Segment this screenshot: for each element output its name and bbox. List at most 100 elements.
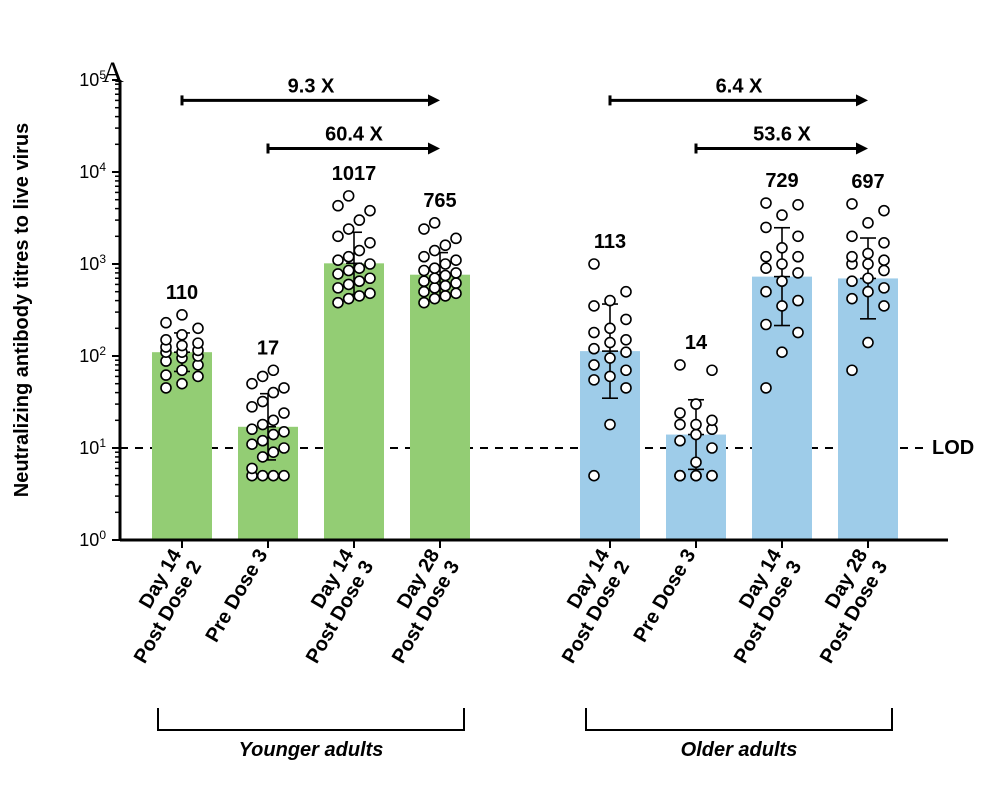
data-point (847, 276, 857, 286)
group-label-younger: Younger adults (239, 739, 384, 761)
data-point (777, 243, 787, 253)
data-point (354, 291, 364, 301)
fold-label: 53.6 X (753, 124, 811, 146)
arrowhead (856, 143, 868, 155)
data-point (589, 301, 599, 311)
data-point (419, 224, 429, 234)
data-point (333, 255, 343, 265)
data-point (589, 259, 599, 269)
data-point (430, 283, 440, 293)
data-point (440, 240, 450, 250)
data-point (847, 199, 857, 209)
data-point (675, 360, 685, 370)
data-point (177, 330, 187, 340)
x-tick-label-o1: Day 14Post Dose 2 (538, 545, 635, 667)
data-point (177, 365, 187, 375)
bar-geomean-label-y2: 17 (257, 337, 279, 359)
data-point (268, 430, 278, 440)
bar-geomean-label-y3: 1017 (332, 163, 377, 185)
data-point (621, 335, 631, 345)
group-label-older: Older adults (681, 739, 798, 761)
data-point (451, 268, 461, 278)
data-point (621, 347, 631, 357)
group-bracket-younger (158, 708, 464, 730)
arrowhead (428, 143, 440, 155)
data-point (268, 388, 278, 398)
data-point (691, 420, 701, 430)
data-point (589, 344, 599, 354)
data-point (621, 287, 631, 297)
data-point (247, 463, 257, 473)
data-point (333, 231, 343, 241)
data-point (440, 281, 450, 291)
data-point (589, 328, 599, 338)
data-point (451, 288, 461, 298)
data-point (863, 338, 873, 348)
data-point (879, 255, 889, 265)
data-point (847, 231, 857, 241)
group-bracket-older (586, 708, 892, 730)
data-point (847, 252, 857, 262)
data-point (691, 430, 701, 440)
x-tick-label-o3: Day 14Post Dose 3 (710, 545, 807, 667)
fold-label: 9.3 X (288, 75, 335, 97)
data-point (419, 252, 429, 262)
data-point (419, 265, 429, 275)
data-point (333, 298, 343, 308)
data-point (691, 471, 701, 481)
data-point (605, 338, 615, 348)
data-point (419, 298, 429, 308)
data-point (707, 365, 717, 375)
data-point (793, 231, 803, 241)
svg-text:Day 28Post Dose 3: Day 28Post Dose 3 (796, 546, 892, 668)
data-point (365, 273, 375, 283)
bar-geomean-label-o3: 729 (765, 170, 798, 192)
arrowhead (428, 94, 440, 106)
data-point (863, 218, 873, 228)
data-point (177, 379, 187, 389)
svg-text:Pre Dose 3: Pre Dose 3 (630, 546, 701, 647)
bar-geomean-label-o2: 14 (685, 332, 708, 354)
data-point (247, 424, 257, 434)
y-tick-label: 100 (79, 528, 106, 550)
svg-text:Day 14Post Dose 2: Day 14Post Dose 2 (538, 545, 635, 667)
data-point (161, 335, 171, 345)
data-point (675, 436, 685, 446)
y-tick-label: 102 (79, 344, 106, 366)
data-point (354, 276, 364, 286)
data-point (440, 270, 450, 280)
data-point (354, 246, 364, 256)
bar-geomean-label-y4: 765 (423, 190, 456, 212)
data-point (279, 471, 289, 481)
lod-label: LOD (932, 437, 974, 459)
data-point (605, 353, 615, 363)
data-point (777, 259, 787, 269)
svg-text:Day 14Post Dose 3: Day 14Post Dose 3 (282, 545, 379, 667)
data-point (863, 287, 873, 297)
data-point (365, 259, 375, 269)
data-point (247, 402, 257, 412)
data-point (193, 323, 203, 333)
data-point (863, 259, 873, 269)
data-point (605, 420, 615, 430)
arrowhead (856, 94, 868, 106)
bar-geomean-label-o1: 113 (594, 231, 626, 253)
data-point (365, 206, 375, 216)
svg-text:Day 14Post Dose 2: Day 14Post Dose 2 (110, 545, 207, 667)
data-point (793, 268, 803, 278)
data-point (161, 318, 171, 328)
data-point (761, 252, 771, 262)
data-point (777, 347, 787, 357)
data-point (344, 224, 354, 234)
data-point (344, 279, 354, 289)
data-point (793, 328, 803, 338)
data-point (279, 383, 289, 393)
data-point (344, 191, 354, 201)
data-point (691, 457, 701, 467)
data-point (333, 269, 343, 279)
data-point (177, 310, 187, 320)
data-point (675, 471, 685, 481)
data-point (589, 360, 599, 370)
svg-text:Day 28Post Dose 3: Day 28Post Dose 3 (368, 546, 464, 668)
data-point (879, 238, 889, 248)
